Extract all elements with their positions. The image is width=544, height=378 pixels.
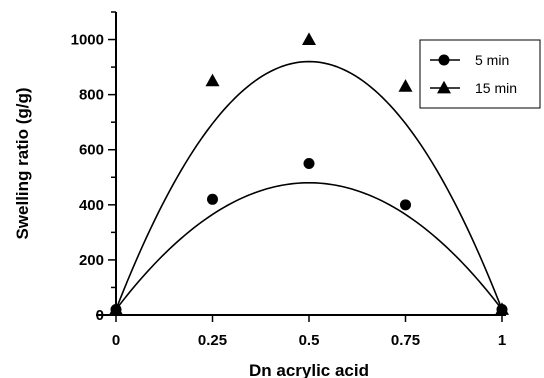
legend-triangle-marker	[437, 80, 451, 94]
y-tick-label: 600	[79, 142, 104, 159]
y-tick-label: 200	[79, 252, 104, 269]
x-tick-label: 0.5	[299, 332, 320, 349]
circle-marker	[303, 158, 315, 169]
legend-circle-marker	[438, 54, 450, 66]
fit-curve-15-min	[115, 60, 503, 310]
y-tick-label: 0	[96, 307, 104, 324]
x-tick-label: 0.75	[391, 332, 420, 349]
triangle-marker	[398, 79, 413, 92]
fit-curve-5-min	[115, 181, 503, 310]
triangle-marker	[302, 32, 316, 45]
fit-curves	[115, 60, 503, 310]
legend: 5 min 15 min	[419, 39, 541, 109]
x-tick-label: 0	[112, 332, 120, 349]
circle-marker	[400, 199, 411, 211]
triangle-marker	[205, 73, 220, 87]
legend-label: 15 min	[475, 80, 517, 96]
x-tick-label: 1	[498, 332, 506, 349]
y-axis-title: Swelling ratio (g/g)	[13, 87, 32, 239]
data-points	[109, 32, 509, 315]
y-tick-label: 400	[79, 197, 104, 214]
y-tick-label: 1000	[71, 32, 104, 49]
x-tick-label: 0.25	[198, 332, 227, 349]
legend-box	[419, 39, 541, 109]
x-axis-title: Dn acrylic acid	[249, 361, 369, 378]
triangle-marker	[495, 302, 509, 315]
y-tick-label: 800	[79, 87, 104, 104]
circle-marker	[207, 193, 218, 205]
legend-label: 5 min	[475, 52, 509, 68]
triangle-marker	[109, 302, 123, 315]
axes: 0 200 400 600 800 1000 0 0.25 0.5 0.75 1	[71, 11, 506, 349]
